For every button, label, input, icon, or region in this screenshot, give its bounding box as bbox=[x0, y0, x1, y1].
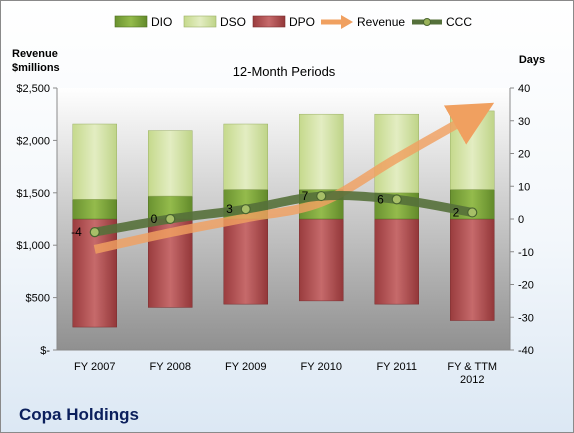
bar-dio bbox=[72, 199, 117, 220]
ccc-series: -4 0 3 7 6 2 bbox=[71, 189, 478, 239]
right-tick-label: 20 bbox=[518, 149, 530, 161]
legend-label-dio: DIO bbox=[151, 15, 172, 29]
legend-item-revenue: Revenue bbox=[321, 15, 405, 29]
left-axis-title-line-2: $millions bbox=[12, 62, 60, 74]
bar-dpo bbox=[450, 218, 495, 321]
right-tick-label: 10 bbox=[518, 181, 530, 193]
bar-dpo bbox=[223, 218, 268, 305]
legend-label-revenue: Revenue bbox=[357, 15, 405, 29]
left-tick-label: $- bbox=[40, 345, 50, 357]
category-labels: FY 2007 FY 2008 FY 2009 FY 2010 FY 2011 FY & … bbox=[74, 361, 497, 386]
legend-label-dso: DSO bbox=[220, 15, 246, 29]
legend-item-dio: DIO bbox=[114, 15, 172, 29]
legend-swatch-dpo bbox=[252, 15, 286, 28]
left-tick-label: $1,500 bbox=[16, 188, 50, 200]
category-label: FY 2010 bbox=[301, 361, 342, 373]
legend: DIO DSO DPO Revenue CCC bbox=[114, 15, 472, 29]
right-tick-label: 30 bbox=[518, 116, 530, 128]
right-tick-label: -40 bbox=[518, 345, 534, 357]
right-tick-label: 0 bbox=[518, 214, 524, 226]
bar-dso bbox=[223, 123, 268, 190]
ccc-point bbox=[240, 204, 251, 215]
legend-item-ccc: CCC bbox=[412, 15, 472, 29]
right-axis-ticks: -40 -30 -20 -10 0 10 20 30 40 bbox=[510, 83, 534, 357]
ccc-point bbox=[89, 227, 100, 238]
right-tick-label: -10 bbox=[518, 247, 534, 259]
left-tick-label: $500 bbox=[26, 293, 50, 305]
right-tick-label: -20 bbox=[518, 280, 534, 292]
left-axis-ticks: $- $500 $1,000 $1,500 $2,000 $2,500 bbox=[16, 83, 57, 357]
category-label: FY & TTM 2012 bbox=[447, 361, 497, 386]
left-axis-title-line-1: Revenue bbox=[12, 48, 58, 60]
right-tick-label: 40 bbox=[518, 83, 530, 95]
right-axis-title: Days bbox=[519, 54, 545, 66]
left-tick-label: $1,000 bbox=[16, 240, 50, 252]
legend-swatch-dio bbox=[114, 15, 148, 28]
ccc-point bbox=[316, 190, 327, 202]
left-tick-label: $2,500 bbox=[16, 83, 50, 95]
ccc-point bbox=[391, 194, 402, 205]
ccc-data-label: 7 bbox=[302, 189, 309, 203]
legend-item-dso: DSO bbox=[183, 15, 246, 29]
chart-title: 12-Month Periods bbox=[233, 64, 336, 79]
ccc-data-label: 0 bbox=[151, 212, 158, 226]
bar-dpo bbox=[374, 218, 419, 305]
ccc-data-label: 3 bbox=[226, 202, 233, 216]
company-name: Copa Holdings bbox=[19, 405, 139, 424]
bar-dpo bbox=[299, 218, 344, 302]
legend-marker-ccc bbox=[423, 18, 431, 26]
ccc-data-label: -4 bbox=[71, 225, 82, 239]
revenue-line bbox=[93, 102, 495, 254]
category-label: FY 2011 bbox=[376, 361, 417, 373]
bar-dso bbox=[299, 113, 344, 190]
revenue-series bbox=[93, 102, 495, 254]
ccc-data-label: 6 bbox=[377, 192, 384, 206]
legend-label-ccc: CCC bbox=[446, 15, 472, 29]
legend-item-dpo: DPO bbox=[252, 15, 315, 29]
legend-arrow-revenue bbox=[341, 15, 353, 29]
legend-label-dpo: DPO bbox=[289, 15, 315, 29]
legend-swatch-dso bbox=[183, 15, 217, 28]
ccc-point bbox=[165, 213, 176, 225]
bar-dso bbox=[148, 130, 193, 197]
category-label: FY 2009 bbox=[225, 361, 266, 373]
right-tick-label: -30 bbox=[518, 312, 534, 324]
ccc-data-label: 2 bbox=[453, 205, 460, 219]
ccc-point bbox=[467, 207, 478, 218]
bar-dso bbox=[72, 123, 117, 200]
category-label: FY 2008 bbox=[150, 361, 191, 373]
left-tick-label: $2,000 bbox=[16, 135, 50, 147]
ccc-line bbox=[90, 191, 477, 237]
category-label: FY 2007 bbox=[74, 361, 115, 373]
